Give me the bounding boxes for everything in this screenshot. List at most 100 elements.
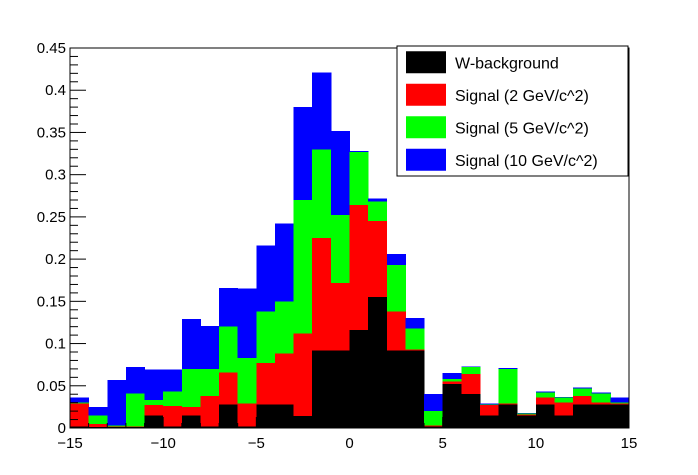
bar-signal-10-gev-c-2-bin-20 bbox=[442, 373, 462, 380]
bar-signal-10-gev-c-2-bin-9 bbox=[237, 288, 257, 358]
bar-signal-2-gev-c-2-bin-21 bbox=[461, 373, 481, 395]
bar-signal-5-gev-c-2-bin-6 bbox=[181, 368, 201, 407]
bar-signal-10-gev-c-2-bin-12 bbox=[293, 107, 313, 200]
bar-signal-2-gev-c-2-bin-1 bbox=[88, 423, 108, 428]
bar-w-background-bin-22 bbox=[479, 415, 499, 428]
bar-signal-2-gev-c-2-bin-19 bbox=[424, 425, 444, 427]
bar-w-background-bin-5 bbox=[163, 426, 183, 428]
bar-signal-2-gev-c-2-bin-27 bbox=[573, 395, 593, 405]
bar-signal-2-gev-c-2-bin-0 bbox=[70, 403, 90, 427]
bar-signal-5-gev-c-2-bin-1 bbox=[88, 415, 108, 424]
bar-w-background-bin-26 bbox=[554, 415, 574, 428]
x-tick-label: −15 bbox=[57, 435, 82, 452]
bar-signal-10-gev-c-2-bin-4 bbox=[144, 369, 164, 401]
bar-signal-5-gev-c-2-bin-8 bbox=[219, 326, 239, 373]
bar-signal-10-gev-c-2-bin-28 bbox=[591, 392, 611, 394]
bar-signal-10-gev-c-2-bin-8 bbox=[219, 287, 239, 327]
bar-signal-5-gev-c-2-bin-16 bbox=[368, 201, 388, 222]
bar-w-background-bin-28 bbox=[591, 404, 611, 428]
bar-w-background-bin-11 bbox=[274, 404, 294, 428]
bar-signal-5-gev-c-2-bin-21 bbox=[461, 367, 481, 374]
bar-signal-5-gev-c-2-bin-2 bbox=[107, 425, 127, 427]
y-tick-label: 0.15 bbox=[37, 293, 66, 310]
bar-signal-10-gev-c-2-bin-14 bbox=[330, 130, 350, 216]
bar-w-background-bin-19 bbox=[424, 426, 444, 428]
bar-w-background-bin-12 bbox=[293, 416, 313, 428]
bar-signal-2-gev-c-2-bin-12 bbox=[293, 333, 313, 417]
bar-signal-2-gev-c-2-bin-18 bbox=[405, 349, 425, 351]
bar-signal-10-gev-c-2-bin-16 bbox=[368, 198, 388, 202]
x-tick-label: 5 bbox=[438, 435, 446, 452]
bar-signal-2-gev-c-2-bin-23 bbox=[498, 403, 518, 405]
bar-signal-2-gev-c-2-bin-7 bbox=[200, 395, 220, 427]
bar-w-background-bin-8 bbox=[219, 404, 239, 428]
bar-signal-5-gev-c-2-bin-23 bbox=[498, 368, 518, 404]
bar-signal-5-gev-c-2-bin-18 bbox=[405, 328, 425, 350]
bar-signal-2-gev-c-2-bin-22 bbox=[479, 405, 499, 416]
bar-signal-2-gev-c-2-bin-20 bbox=[442, 381, 462, 385]
bar-signal-10-gev-c-2-bin-1 bbox=[88, 406, 108, 416]
legend-label: W-background bbox=[455, 55, 559, 72]
bar-signal-2-gev-c-2-bin-6 bbox=[181, 406, 201, 416]
bar-w-background-bin-27 bbox=[573, 404, 593, 428]
bar-w-background-bin-14 bbox=[330, 350, 350, 428]
x-tick-label: 10 bbox=[527, 435, 544, 452]
bar-signal-5-gev-c-2-bin-29 bbox=[610, 402, 630, 404]
bar-w-background-bin-23 bbox=[498, 404, 518, 428]
bar-signal-2-gev-c-2-bin-11 bbox=[274, 353, 294, 405]
bar-signal-5-gev-c-2-bin-9 bbox=[237, 357, 257, 404]
bar-signal-10-gev-c-2-bin-15 bbox=[349, 151, 369, 152]
bar-signal-10-gev-c-2-bin-17 bbox=[386, 254, 406, 266]
y-tick-label: 0.45 bbox=[37, 40, 66, 57]
bar-signal-2-gev-c-2-bin-5 bbox=[163, 406, 183, 427]
bar-w-background-bin-10 bbox=[256, 404, 276, 428]
bar-signal-2-gev-c-2-bin-26 bbox=[554, 402, 574, 416]
bar-w-background-bin-29 bbox=[610, 404, 630, 428]
bar-signal-10-gev-c-2-bin-10 bbox=[256, 245, 276, 312]
bar-signal-10-gev-c-2-bin-21 bbox=[461, 366, 481, 368]
bar-signal-10-gev-c-2-bin-23 bbox=[498, 368, 518, 369]
y-tick-label: 0.35 bbox=[37, 124, 66, 141]
bar-signal-2-gev-c-2-bin-13 bbox=[312, 238, 332, 351]
bar-signal-5-gev-c-2-bin-12 bbox=[293, 200, 313, 334]
legend-label: Signal (5 GeV/c^2) bbox=[455, 120, 589, 137]
y-tick-label: 0.4 bbox=[45, 82, 66, 99]
bar-signal-10-gev-c-2-bin-18 bbox=[405, 318, 425, 329]
bar-signal-2-gev-c-2-bin-24 bbox=[517, 414, 537, 416]
x-tick-label: 0 bbox=[345, 435, 353, 452]
bar-signal-10-gev-c-2-bin-2 bbox=[107, 379, 127, 426]
bar-w-background-bin-13 bbox=[312, 350, 332, 428]
legend-label: Signal (10 GeV/c^2) bbox=[455, 153, 598, 170]
bar-signal-2-gev-c-2-bin-29 bbox=[610, 403, 630, 405]
y-tick-label: 0.05 bbox=[37, 378, 66, 395]
y-tick-label: 0 bbox=[58, 420, 66, 437]
bar-signal-5-gev-c-2-bin-20 bbox=[442, 379, 462, 382]
bar-signal-10-gev-c-2-bin-7 bbox=[200, 325, 220, 369]
bar-signal-10-gev-c-2-bin-0 bbox=[70, 397, 90, 403]
bar-signal-2-gev-c-2-bin-14 bbox=[330, 282, 350, 351]
bar-signal-10-gev-c-2-bin-5 bbox=[163, 369, 183, 392]
bar-signal-5-gev-c-2-bin-19 bbox=[424, 411, 444, 426]
bar-signal-2-gev-c-2-bin-8 bbox=[219, 372, 239, 405]
bar-w-background-bin-7 bbox=[200, 426, 220, 428]
bar-signal-10-gev-c-2-bin-6 bbox=[181, 319, 201, 369]
bar-signal-2-gev-c-2-bin-10 bbox=[256, 362, 276, 405]
bar-signal-5-gev-c-2-bin-25 bbox=[535, 392, 555, 398]
bar-w-background-bin-0 bbox=[70, 426, 90, 428]
bar-signal-2-gev-c-2-bin-15 bbox=[349, 205, 369, 331]
bar-signal-10-gev-c-2-bin-11 bbox=[274, 223, 294, 302]
bar-signal-2-gev-c-2-bin-2 bbox=[107, 426, 127, 428]
bar-signal-10-gev-c-2-bin-24 bbox=[517, 412, 537, 414]
bar-signal-5-gev-c-2-bin-7 bbox=[200, 368, 220, 396]
legend-swatch bbox=[406, 148, 446, 171]
bar-signal-10-gev-c-2-bin-25 bbox=[535, 391, 555, 393]
bar-signal-5-gev-c-2-bin-3 bbox=[125, 393, 145, 427]
bar-w-background-bin-18 bbox=[405, 350, 425, 428]
bar-w-background-bin-6 bbox=[181, 415, 201, 428]
bar-w-background-bin-9 bbox=[237, 426, 257, 428]
y-tick-label: 0.3 bbox=[45, 167, 66, 184]
bar-signal-5-gev-c-2-bin-15 bbox=[349, 151, 369, 206]
bar-signal-5-gev-c-2-bin-11 bbox=[274, 301, 294, 354]
bar-signal-10-gev-c-2-bin-19 bbox=[424, 394, 444, 412]
